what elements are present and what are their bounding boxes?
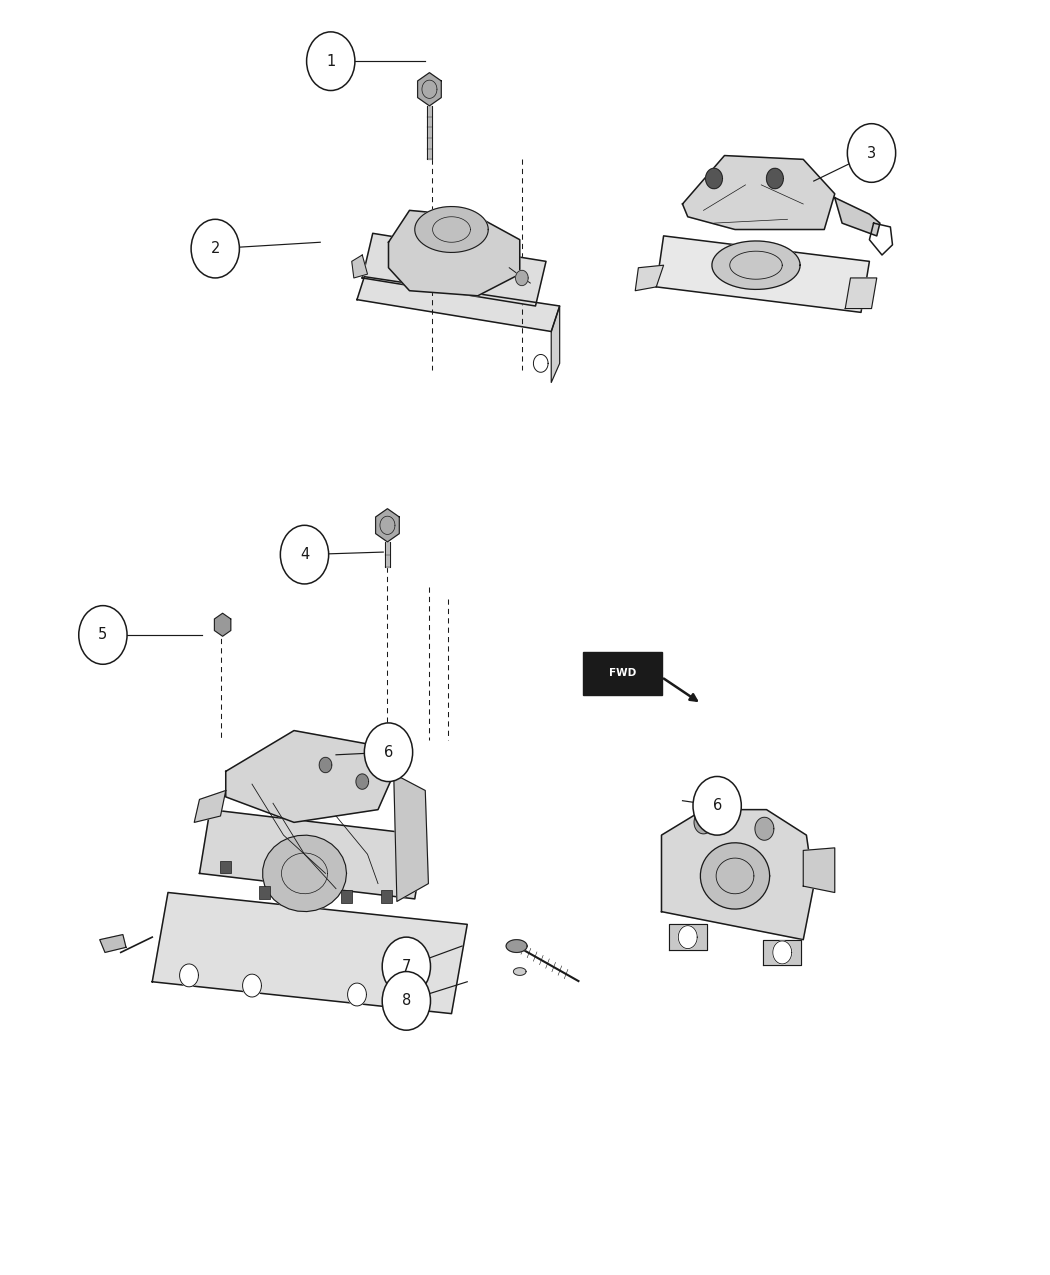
Polygon shape xyxy=(418,73,441,106)
Polygon shape xyxy=(411,987,429,1010)
Polygon shape xyxy=(682,156,835,229)
Text: 7: 7 xyxy=(402,959,411,974)
Polygon shape xyxy=(755,817,774,840)
Polygon shape xyxy=(706,168,722,189)
Polygon shape xyxy=(426,106,433,159)
Polygon shape xyxy=(357,277,560,332)
Polygon shape xyxy=(513,968,526,975)
Polygon shape xyxy=(678,926,697,949)
Circle shape xyxy=(847,124,896,182)
Polygon shape xyxy=(384,542,391,567)
Polygon shape xyxy=(243,974,261,997)
Polygon shape xyxy=(220,861,231,873)
Polygon shape xyxy=(348,983,366,1006)
Circle shape xyxy=(307,32,355,91)
Circle shape xyxy=(382,972,430,1030)
Polygon shape xyxy=(376,509,399,542)
Polygon shape xyxy=(362,233,546,306)
Polygon shape xyxy=(214,613,231,636)
Text: 8: 8 xyxy=(402,993,411,1009)
Polygon shape xyxy=(356,774,369,789)
Polygon shape xyxy=(352,255,367,278)
Polygon shape xyxy=(712,241,800,289)
Polygon shape xyxy=(200,810,425,899)
Text: FWD: FWD xyxy=(609,668,635,678)
Polygon shape xyxy=(388,210,520,296)
Polygon shape xyxy=(662,810,814,940)
Polygon shape xyxy=(506,940,527,952)
Polygon shape xyxy=(259,886,270,899)
Polygon shape xyxy=(773,941,792,964)
Polygon shape xyxy=(152,892,467,1014)
Circle shape xyxy=(79,606,127,664)
Polygon shape xyxy=(100,935,126,952)
Polygon shape xyxy=(635,265,664,291)
Text: 5: 5 xyxy=(99,627,107,643)
Polygon shape xyxy=(763,940,801,965)
Polygon shape xyxy=(415,207,488,252)
Circle shape xyxy=(280,525,329,584)
Polygon shape xyxy=(766,168,783,189)
Text: 1: 1 xyxy=(327,54,335,69)
Polygon shape xyxy=(394,774,428,901)
Text: 4: 4 xyxy=(300,547,309,562)
Text: 6: 6 xyxy=(713,798,721,813)
Polygon shape xyxy=(835,198,880,236)
Polygon shape xyxy=(194,790,226,822)
Polygon shape xyxy=(262,835,346,912)
Polygon shape xyxy=(516,270,528,286)
Polygon shape xyxy=(583,652,662,695)
Polygon shape xyxy=(656,236,869,312)
Polygon shape xyxy=(694,811,713,834)
Polygon shape xyxy=(381,890,392,903)
Polygon shape xyxy=(341,890,352,903)
Text: 2: 2 xyxy=(211,241,219,256)
Polygon shape xyxy=(226,731,394,822)
Polygon shape xyxy=(669,924,707,950)
Text: 6: 6 xyxy=(384,745,393,760)
Circle shape xyxy=(364,723,413,782)
Polygon shape xyxy=(180,964,198,987)
Circle shape xyxy=(693,776,741,835)
Polygon shape xyxy=(803,848,835,892)
Polygon shape xyxy=(319,757,332,773)
Text: 3: 3 xyxy=(867,145,876,161)
Circle shape xyxy=(191,219,239,278)
Polygon shape xyxy=(700,843,770,909)
Polygon shape xyxy=(551,306,560,382)
Circle shape xyxy=(382,937,430,996)
Polygon shape xyxy=(845,278,877,309)
